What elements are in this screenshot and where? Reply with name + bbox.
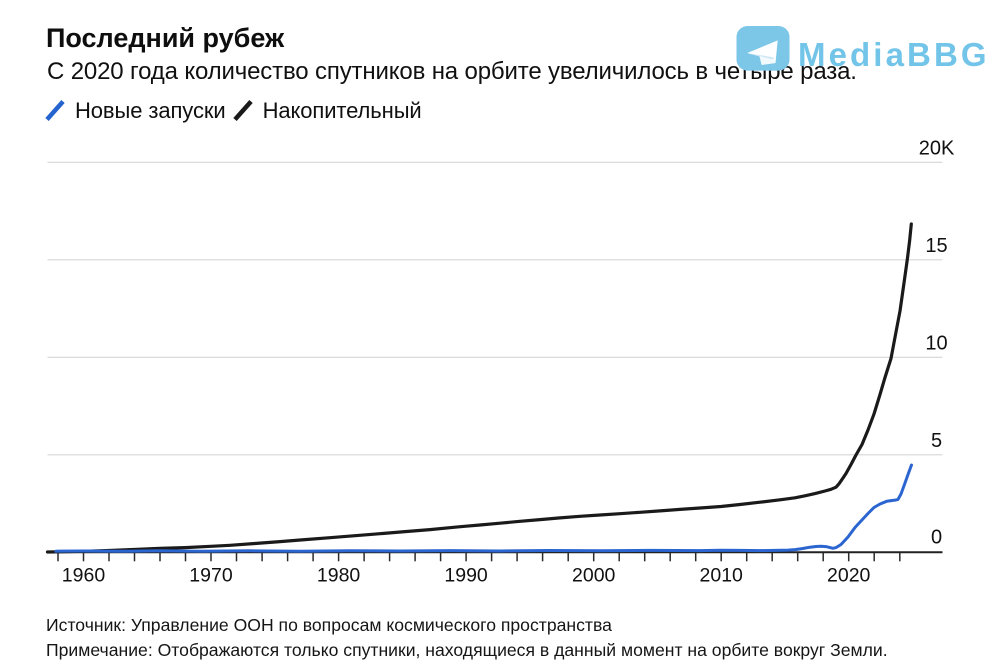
svg-text:20K: 20K [919, 137, 955, 159]
svg-text:2020: 2020 [827, 565, 871, 587]
svg-text:15: 15 [925, 235, 947, 257]
svg-text:1990: 1990 [444, 565, 488, 587]
svg-text:2010: 2010 [700, 565, 744, 587]
svg-text:0: 0 [931, 526, 942, 548]
svg-text:1980: 1980 [317, 565, 361, 587]
svg-text:1970: 1970 [189, 565, 233, 587]
svg-text:5: 5 [931, 430, 942, 452]
svg-text:1960: 1960 [62, 565, 106, 587]
svg-text:10: 10 [925, 332, 947, 354]
svg-text:2000: 2000 [572, 565, 616, 587]
